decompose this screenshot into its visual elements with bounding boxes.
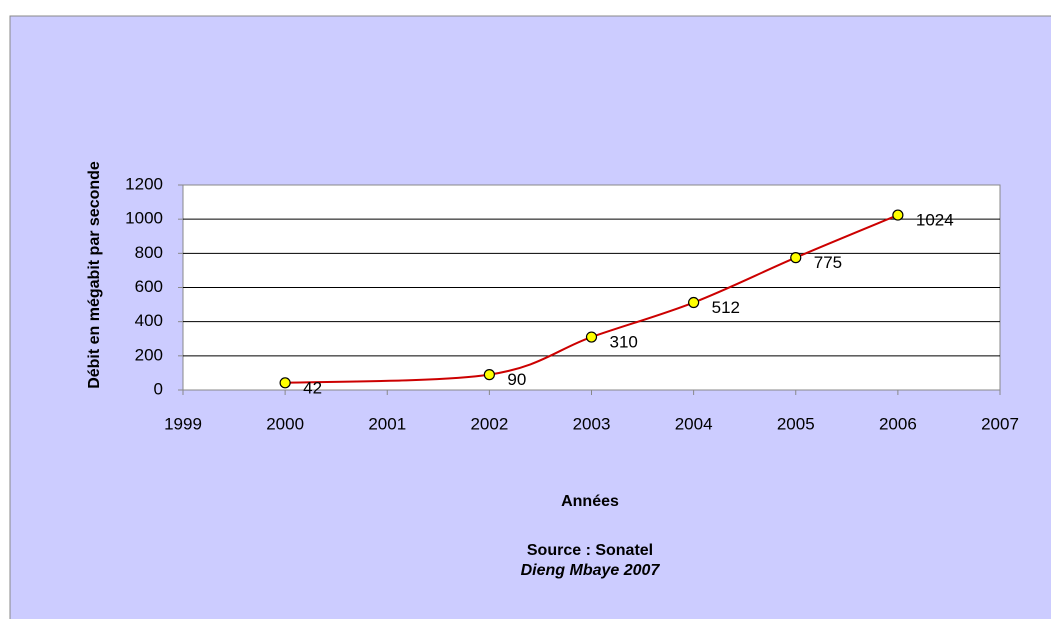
- y-axis-label: Débit en mégabit par seconde: [86, 161, 103, 389]
- y-tick-label: 1000: [125, 209, 163, 228]
- marker: [688, 296, 700, 309]
- y-tick-label: 1200: [125, 174, 163, 193]
- y-tick-label: 200: [135, 345, 163, 364]
- x-tick-label: 2001: [368, 414, 406, 433]
- source: Source : Sonatel: [527, 542, 653, 559]
- marker: [279, 377, 291, 389]
- x-tick-label: 2000: [266, 414, 304, 433]
- x-tick-label: 2004: [675, 414, 713, 433]
- x-tick-label: 2006: [879, 414, 917, 433]
- data-label: 90: [507, 370, 526, 389]
- x-tick-label: 2003: [573, 414, 611, 433]
- marker: [790, 252, 802, 264]
- data-label: 1024: [916, 211, 954, 230]
- data-label: 775: [814, 253, 842, 272]
- x-tick-label: 2002: [470, 414, 508, 433]
- marker: [585, 331, 598, 343]
- data-label: 512: [712, 298, 740, 317]
- x-tick-label: 2007: [981, 414, 1019, 433]
- marker: [892, 209, 904, 221]
- data-label: 42: [303, 378, 322, 397]
- y-tick-label: 600: [135, 277, 163, 296]
- marker: [483, 369, 495, 381]
- x-axis-label: Années: [561, 493, 619, 510]
- y-tick-label: 400: [135, 311, 163, 330]
- x-tick-label: 2005: [777, 414, 815, 433]
- x-tick-label: 1999: [164, 414, 202, 433]
- data-label: 310: [610, 333, 638, 352]
- author: Dieng Mbaye 2007: [521, 562, 661, 579]
- y-tick-label: 0: [154, 379, 163, 398]
- y-tick-label: 800: [135, 243, 163, 262]
